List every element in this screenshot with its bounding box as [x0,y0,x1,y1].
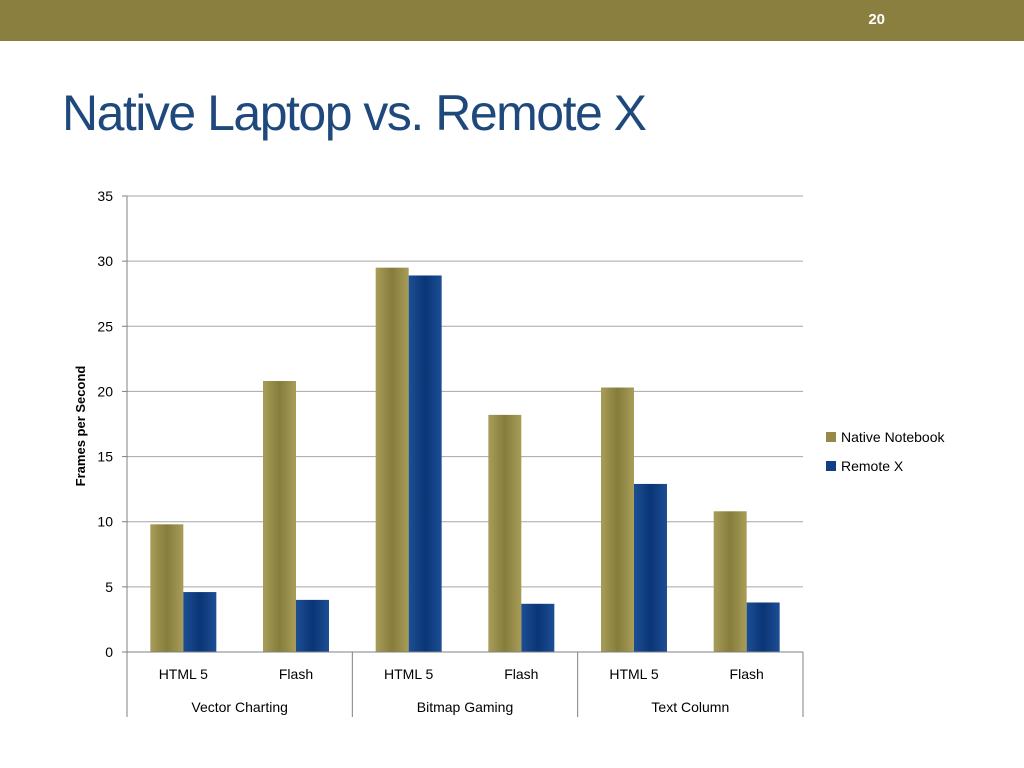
bar-remote-x [521,603,555,652]
legend-label-remote-x: Remote X [841,458,904,474]
x-category-label: Flash [730,666,764,682]
bar-remote-x [183,592,217,652]
slide-number: 20 [868,11,885,28]
bar-native-notebook [150,524,184,652]
y-tick-label: 25 [97,318,113,334]
bar-native-notebook [713,511,747,652]
x-category-label: Flash [504,666,538,682]
slide-title: Native Laptop vs. Remote X [62,85,647,141]
x-group-label: Vector Charting [191,699,288,715]
bar-native-notebook [263,381,296,652]
y-tick-label: 0 [105,644,113,660]
bar-native-notebook [488,414,522,652]
bar-native-notebook [375,267,409,652]
y-tick-label: 5 [105,579,113,595]
y-tick-label: 30 [97,253,113,269]
x-category-label: HTML 5 [159,666,208,682]
y-tick-label: 20 [97,383,113,399]
y-tick-label: 10 [97,514,113,530]
bars [150,267,780,652]
x-category-label: HTML 5 [609,666,658,682]
x-category-label: Flash [279,666,313,682]
bar-remote-x [746,602,780,652]
legend: Native Notebook Remote X [826,429,946,474]
legend-swatch-remote-x [826,461,836,471]
bar-native-notebook [601,387,634,652]
bar-remote-x [296,599,329,652]
x-group-label: Bitmap Gaming [417,699,513,715]
x-group-label: Text Column [651,699,729,715]
legend-label-native-notebook: Native Notebook [841,429,946,445]
x-category-label: HTML 5 [384,666,433,682]
bar-remote-x [408,275,442,652]
y-tick-label: 35 [97,188,113,204]
legend-swatch-native-notebook [826,432,836,442]
y-axis-title: Frames per Second [73,366,88,487]
gridlines [127,195,803,653]
axes: 0 5 10 15 20 25 30 35 Frames per Second HTML 5 Fla… [73,188,804,717]
y-tick-label: 15 [97,449,113,465]
slide-header-bar: 20 [0,0,1024,41]
bar-remote-x [634,483,667,652]
